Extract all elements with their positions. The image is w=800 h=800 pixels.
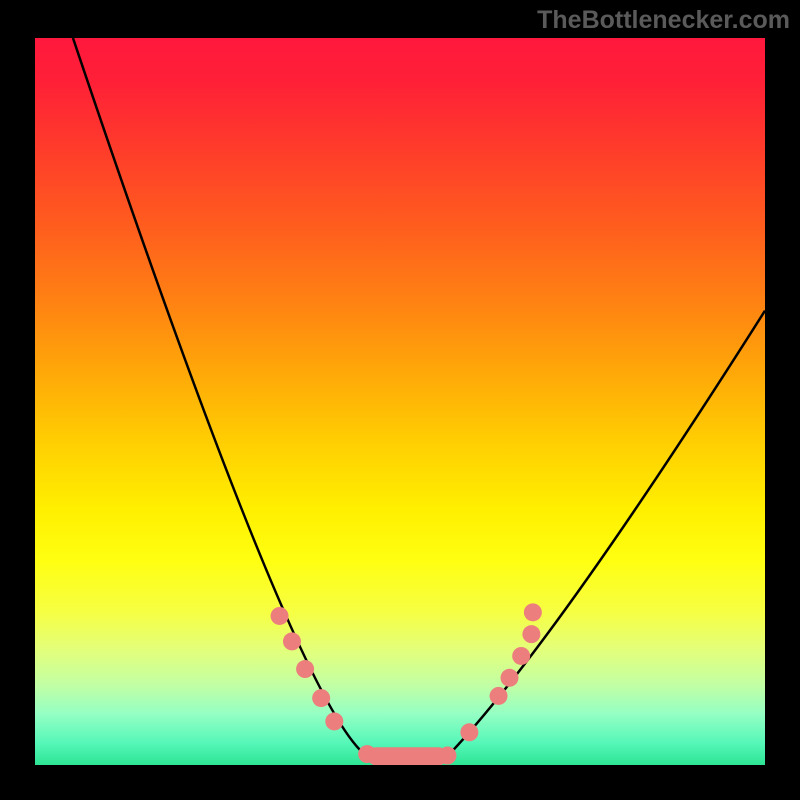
data-point-marker (296, 660, 314, 678)
data-point-marker (358, 745, 376, 763)
data-point-marker (501, 669, 519, 687)
data-point-marker (512, 647, 530, 665)
data-point-marker (460, 723, 478, 741)
data-point-marker (325, 712, 343, 730)
plot-area (35, 38, 765, 765)
data-point-marker (271, 607, 289, 625)
data-point-marker (522, 625, 540, 643)
watermark-text: TheBottlenecker.com (537, 6, 790, 35)
bottleneck-curve (73, 38, 765, 756)
data-point-marker (283, 632, 301, 650)
bottleneck-curve-chart (35, 38, 765, 765)
data-point-marker (312, 689, 330, 707)
data-point-marker (524, 603, 542, 621)
data-point-marker (438, 747, 456, 765)
data-point-marker (490, 687, 508, 705)
